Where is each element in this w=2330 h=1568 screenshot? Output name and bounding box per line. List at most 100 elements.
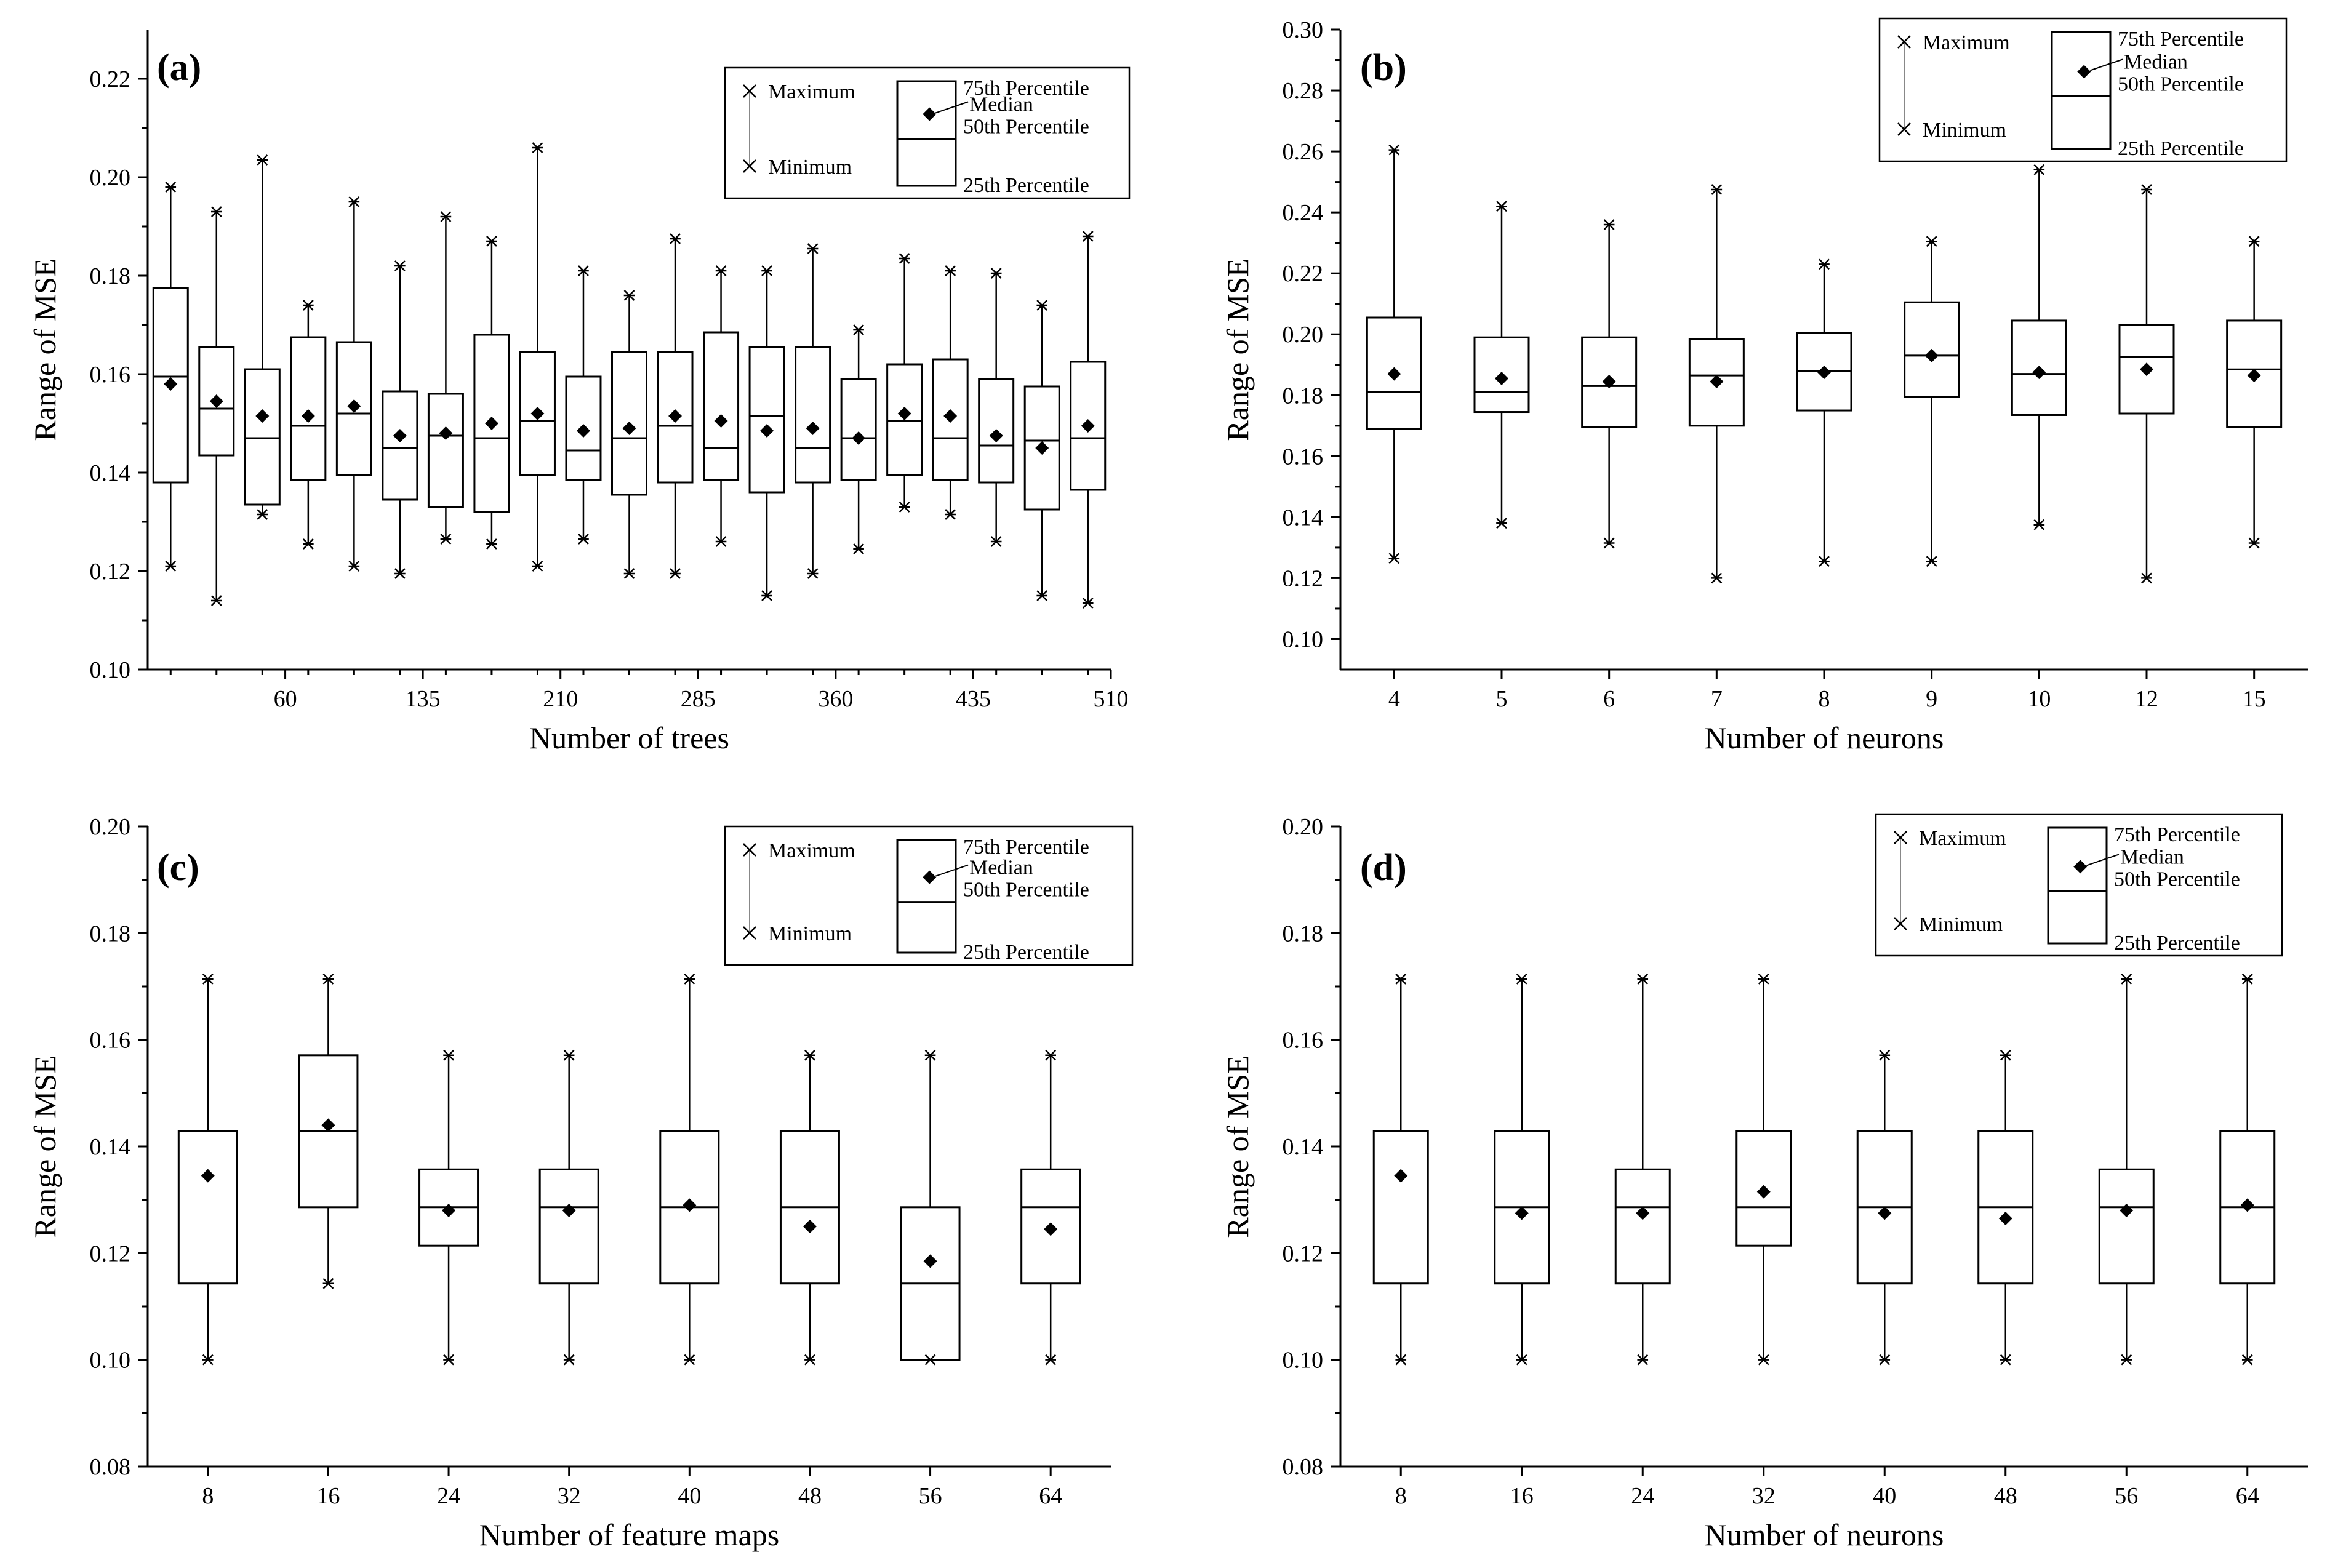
iqr-box xyxy=(657,351,694,484)
legend-p50: 50th Percentile xyxy=(2114,868,2240,890)
x-tick-label: 7 xyxy=(1711,686,1723,712)
chart-panel-b: 0.10 0.12 0.14 0.16 0.18 0.20 0.22 0.24 0.26 0.28… xyxy=(1220,17,2308,755)
iqr-box xyxy=(427,393,464,508)
legend-minimum: Minimum xyxy=(1919,913,2003,936)
box-1 xyxy=(177,973,238,1366)
y-tick-label: 0.10 xyxy=(1283,1348,1324,1374)
mean-marker xyxy=(1878,1206,1892,1220)
iqr-box xyxy=(2098,1168,2155,1285)
box-8 xyxy=(2118,184,2175,584)
iqr-box xyxy=(611,351,647,496)
mean-marker xyxy=(1602,375,1616,388)
box-6 xyxy=(382,260,418,579)
legend-pointer xyxy=(935,101,969,114)
mean-marker xyxy=(201,1169,215,1183)
box-13 xyxy=(703,265,740,547)
y-tick-label: 0.18 xyxy=(1283,921,1324,946)
legend-p75: 75th Percentile xyxy=(2114,823,2240,846)
iqr-box xyxy=(538,1168,599,1285)
y-tick-label: 0.22 xyxy=(1283,261,1324,287)
x-axis-label: Number of neurons xyxy=(1705,1518,1944,1552)
legend-box xyxy=(896,839,957,954)
mean-marker xyxy=(1515,1206,1529,1220)
iqr-box xyxy=(886,363,923,476)
box-7 xyxy=(900,1049,961,1366)
panel-label: (a) xyxy=(157,47,201,89)
y-tick-label: 0.28 xyxy=(1283,78,1324,104)
panel-label: (d) xyxy=(1360,847,1407,889)
y-tick-label: 0.10 xyxy=(1283,626,1324,652)
iqr-box xyxy=(1070,361,1107,491)
legend-mean-marker xyxy=(2073,860,2088,874)
iqr-box xyxy=(1020,1168,1081,1285)
y-tick-label: 0.26 xyxy=(1283,139,1324,165)
mean-marker xyxy=(1387,367,1401,381)
legend-median: Median xyxy=(969,857,1033,879)
y-tick-label: 0.12 xyxy=(90,559,131,585)
legend-max-marker-b xyxy=(743,843,756,857)
legend-max-marker-b xyxy=(743,84,756,98)
box-5 xyxy=(1856,1049,1913,1366)
y-tick-label: 0.20 xyxy=(90,165,131,191)
box-8 xyxy=(2219,973,2276,1366)
y-axis-label: Range of MSE xyxy=(1220,1055,1255,1238)
mean-marker xyxy=(622,422,636,435)
y-tick-label: 0.14 xyxy=(1283,1134,1324,1160)
iqr-box xyxy=(1688,338,1745,427)
box-7 xyxy=(427,211,464,545)
legend-mean-marker xyxy=(2077,65,2091,79)
box-5 xyxy=(335,196,372,572)
y-tick-label: 0.10 xyxy=(90,657,131,683)
box-17 xyxy=(886,253,923,513)
x-tick-label: 16 xyxy=(1510,1483,1534,1509)
box-1 xyxy=(1372,973,1429,1366)
y-axis-label: Range of MSE xyxy=(28,1055,62,1238)
y-tick-label: 0.16 xyxy=(1283,444,1324,470)
x-tick-label: 56 xyxy=(2115,1483,2138,1509)
box-19 xyxy=(978,268,1015,547)
y-tick-label: 0.08 xyxy=(1283,1454,1324,1480)
legend: Maximum Minimum 75th PercentileMedian50th … xyxy=(1875,813,2283,957)
iqr-box xyxy=(244,368,281,506)
mean-marker xyxy=(806,422,820,435)
y-axis-label: Range of MSE xyxy=(1220,258,1255,441)
mean-marker xyxy=(2120,1204,2134,1217)
x-tick-label: 12 xyxy=(2135,686,2158,712)
y-tick-label: 0.18 xyxy=(1283,383,1324,409)
x-tick-label: 32 xyxy=(558,1483,581,1509)
legend-p75: 75th Percentile xyxy=(963,77,1089,100)
legend-p25: 25th Percentile xyxy=(2114,932,2240,954)
mean-marker xyxy=(321,1118,335,1132)
x-tick-label: 60 xyxy=(274,686,297,712)
y-tick-label: 0.18 xyxy=(90,263,131,289)
x-tick-label: 8 xyxy=(202,1483,214,1509)
panel-label: (b) xyxy=(1360,47,1407,89)
mean-marker xyxy=(2032,366,2046,380)
legend-frame xyxy=(1875,813,2283,957)
mean-marker xyxy=(255,409,270,423)
x-tick-label: 40 xyxy=(678,1483,701,1509)
box-3 xyxy=(1614,973,1671,1366)
box-18 xyxy=(932,265,969,520)
y-tick-label: 0.22 xyxy=(90,66,131,92)
legend-maximum: Maximum xyxy=(1923,31,2010,54)
y-tick-label: 0.12 xyxy=(1283,566,1324,591)
box-1 xyxy=(152,182,189,572)
y-tick-label: 0.14 xyxy=(1283,505,1324,530)
mean-marker xyxy=(760,424,774,438)
y-tick-label: 0.20 xyxy=(1283,814,1324,840)
legend-p25: 25th Percentile xyxy=(963,941,1089,964)
iqr-box xyxy=(2226,319,2283,428)
x-axis-label: Number of feature maps xyxy=(479,1518,779,1552)
mean-marker xyxy=(803,1220,817,1233)
legend-min-marker-b xyxy=(743,159,756,173)
y-tick-label: 0.16 xyxy=(90,1028,131,1054)
box-7 xyxy=(2098,973,2155,1366)
x-tick-label: 8 xyxy=(1395,1483,1407,1509)
x-tick-label: 5 xyxy=(1496,686,1508,712)
legend-minimum: Minimum xyxy=(768,156,852,178)
mean-marker xyxy=(683,1198,697,1212)
legend-frame xyxy=(1878,17,2288,162)
mean-marker xyxy=(1081,419,1095,433)
